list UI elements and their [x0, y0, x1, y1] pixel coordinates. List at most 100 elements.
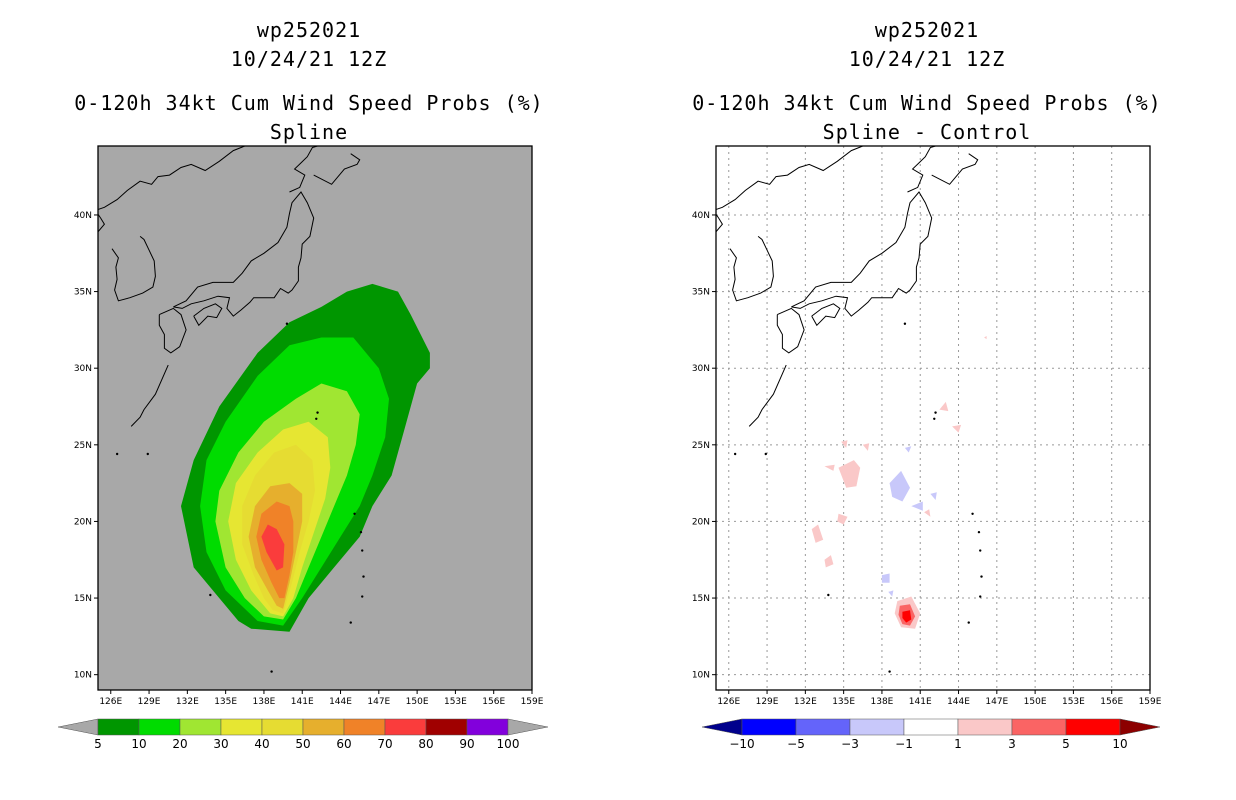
- contour-region-1: [838, 460, 861, 488]
- colorbar-segment: [302, 718, 345, 736]
- chart-title-date: 10/24/21 12Z: [848, 47, 1006, 71]
- coastline-island: [675, 442, 677, 444]
- colorbar-segment: [138, 718, 181, 736]
- coastline-island: [349, 621, 352, 624]
- coastline-hokkaido: [289, 146, 318, 193]
- x-tick-label: 144E: [947, 697, 970, 707]
- coastline-kyushu: [776, 307, 805, 354]
- x-tick-label: 156E: [482, 697, 505, 707]
- x-tick-label: 147E: [367, 697, 390, 707]
- colorbar-segment: [466, 718, 509, 736]
- coastline-honshu: [173, 191, 315, 317]
- coastline-island: [57, 442, 59, 444]
- colorbar-label: 50: [295, 737, 310, 751]
- coastline-island: [285, 322, 289, 325]
- colorbar-segment: [384, 718, 427, 736]
- colorbar-label: 20: [172, 737, 187, 751]
- coastline-island: [270, 670, 273, 673]
- colorbar-label: −10: [729, 737, 754, 751]
- coastline-honshu: [791, 191, 933, 317]
- contour-region-neg1: [888, 590, 894, 597]
- coastline-island: [967, 621, 970, 624]
- chart-panel-spline: wp252021 10/24/21 12Z 0-120h 34kt Cum Wi…: [57, 18, 549, 751]
- y-tick-label: 35N: [692, 288, 710, 298]
- contour-region-1: [841, 440, 848, 448]
- contour-region-70: [261, 524, 285, 571]
- chart-title-date: 10/24/21 12Z: [230, 47, 388, 71]
- colorbar-segment: [957, 718, 1013, 736]
- colorbar-segment: [1011, 718, 1067, 736]
- coastline-island: [933, 417, 936, 420]
- coastline-china_coast: [98, 213, 106, 233]
- colorbar-label: −3: [841, 737, 859, 751]
- coastline-shikoku: [811, 303, 841, 327]
- coastline-island: [979, 595, 982, 598]
- colorbar-label: 80: [418, 737, 433, 751]
- colorbar-over-arrow: [507, 718, 549, 736]
- colorbar-label: 5: [94, 737, 102, 751]
- colorbar-segment: [179, 718, 222, 736]
- contour-region-1: [862, 443, 870, 451]
- plot-frame: [715, 145, 1151, 691]
- x-tick-label: 138E: [871, 697, 894, 707]
- y-tick-label: 20N: [74, 517, 92, 527]
- coastline-ryukyu: [748, 364, 787, 427]
- chart-title-method: Spline - Control: [822, 120, 1032, 144]
- y-tick-label: 30N: [692, 364, 710, 374]
- contour-region-1: [837, 513, 848, 525]
- coastline-island: [362, 575, 365, 578]
- x-tick-label: 147E: [985, 697, 1008, 707]
- x-tick-label: 132E: [794, 697, 817, 707]
- coastline-north_coast: [98, 146, 245, 211]
- y-tick-label: 15N: [692, 594, 710, 604]
- colorbar-label: −5: [787, 737, 805, 751]
- y-tick-label: 10N: [692, 671, 710, 681]
- y-tick-label: 10N: [74, 671, 92, 681]
- colorbar-label: 60: [336, 737, 351, 751]
- chart-title-product: 0-120h 34kt Cum Wind Speed Probs (%): [74, 91, 544, 115]
- colorbar-segment: [97, 718, 140, 736]
- y-tick-label: 25N: [692, 441, 710, 451]
- chart-title-storm: wp252021: [256, 18, 362, 42]
- coastline-island: [209, 593, 212, 597]
- y-tick-label: 40N: [74, 211, 92, 221]
- coastline-korea: [729, 236, 774, 302]
- x-tick-label: 126E: [717, 697, 740, 707]
- coastline-island: [115, 452, 119, 456]
- x-tick-label: 138E: [253, 697, 276, 707]
- y-tick-label: 35N: [74, 288, 92, 298]
- colorbar-segment: [425, 718, 468, 736]
- colorbar-label: 90: [459, 737, 474, 751]
- contour-region-neg1: [911, 501, 923, 511]
- contour-region-1: [952, 424, 962, 433]
- plot-area: [57, 146, 430, 673]
- colorbar-label: 10: [1112, 737, 1127, 751]
- colorbar-segment: [343, 718, 386, 736]
- coastline-island: [146, 452, 149, 456]
- x-tick-label: 159E: [1139, 697, 1162, 707]
- x-tick-label: 153E: [444, 697, 467, 707]
- coastline-north_coast: [716, 146, 863, 211]
- chart-title-storm: wp252021: [874, 18, 980, 42]
- contour-region-neg1: [881, 573, 890, 583]
- y-tick-label: 40N: [692, 211, 710, 221]
- coastline-island: [359, 530, 363, 534]
- colorbar-under-arrow: [701, 718, 743, 736]
- contour-region-neg1: [904, 446, 912, 453]
- colorbar-label: 70: [377, 737, 392, 751]
- coastline-island: [903, 322, 907, 325]
- contour-region-1: [824, 555, 834, 568]
- colorbar: −10 −5 −3 −1 1 3 5 10: [701, 718, 1161, 751]
- contour-region-neg1: [889, 470, 910, 502]
- colorbar-label: 10: [131, 737, 146, 751]
- x-tick-label: 144E: [329, 697, 352, 707]
- colorbar-label: 5: [1062, 737, 1070, 751]
- colorbar-label: 100: [497, 737, 520, 751]
- coastline-hokkaido: [907, 146, 936, 193]
- y-tick-label: 20N: [692, 517, 710, 527]
- coastline-island: [934, 411, 937, 414]
- contour-region-1: [924, 509, 931, 517]
- contour-region-1: [824, 464, 835, 471]
- coastline-kyushu: [158, 307, 187, 354]
- contour-region-neg1: [930, 492, 937, 500]
